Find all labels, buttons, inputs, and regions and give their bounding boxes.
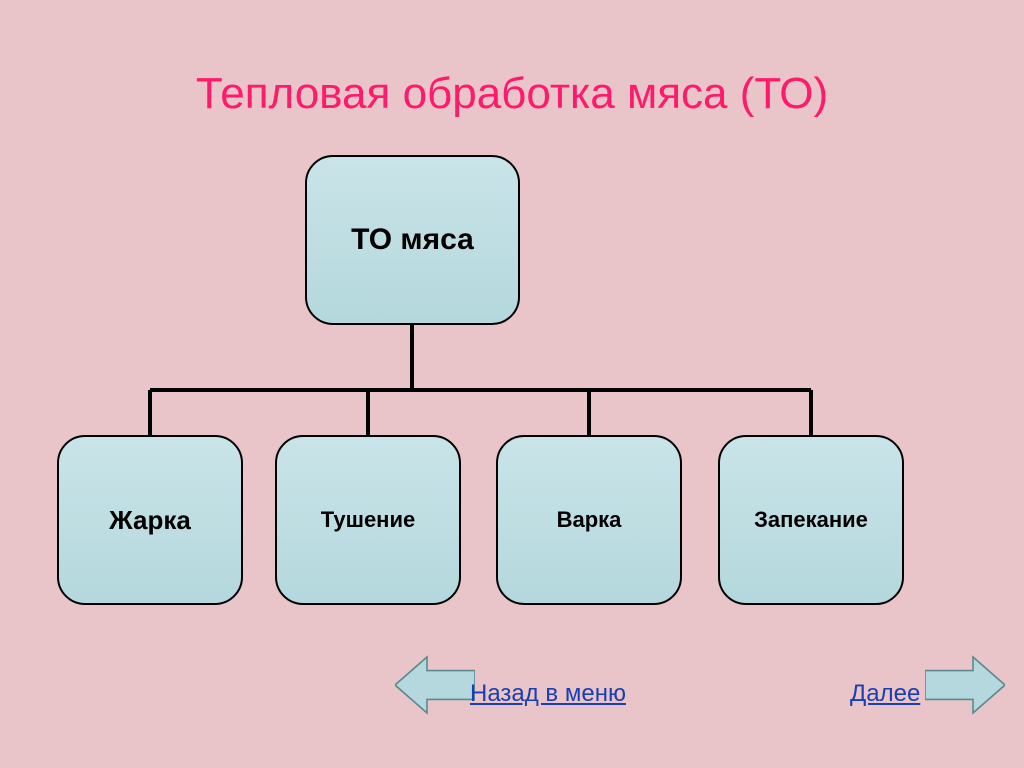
- slide-title: Тепловая обработка мяса (ТО): [0, 69, 1024, 119]
- tree-child-node: Запекание: [718, 435, 904, 605]
- next-link[interactable]: Далее: [850, 680, 920, 708]
- back-to-menu-link[interactable]: Назад в меню: [470, 680, 626, 708]
- tree-child-label: Запекание: [754, 507, 868, 533]
- tree-root-node: ТО мяса: [305, 155, 520, 325]
- tree-child-node: Варка: [496, 435, 682, 605]
- arrow-right-icon[interactable]: [925, 655, 1005, 715]
- slide: Тепловая обработка мяса (ТО) ТО мяса Жар…: [0, 0, 1024, 768]
- arrow-left-icon[interactable]: [395, 655, 475, 715]
- tree-child-label: Жарка: [109, 505, 191, 536]
- tree-root-label: ТО мяса: [351, 223, 474, 257]
- tree-child-node: Жарка: [57, 435, 243, 605]
- tree-child-label: Варка: [557, 507, 622, 533]
- tree-child-label: Тушение: [321, 507, 415, 533]
- tree-child-node: Тушение: [275, 435, 461, 605]
